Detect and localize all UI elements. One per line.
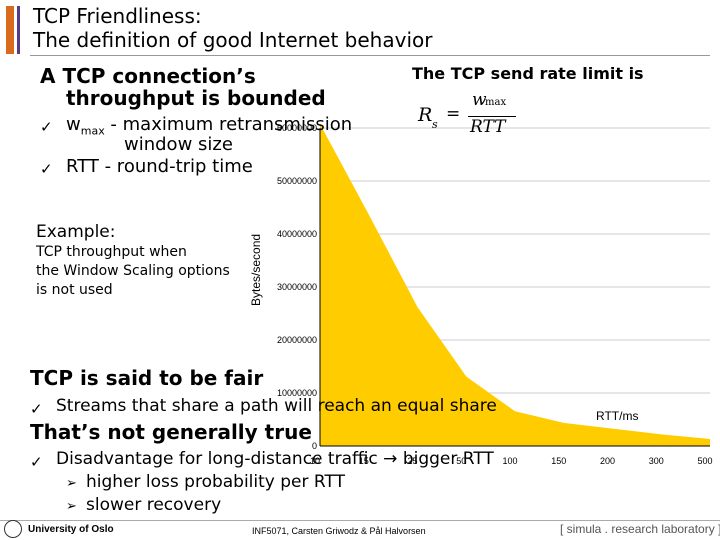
y-tick-label: 40000000 bbox=[277, 229, 317, 239]
wmax-sub: max bbox=[80, 124, 105, 138]
footer-course: INF5071, Carsten Griwodz & Pål Halvorsen bbox=[252, 526, 426, 536]
x-tick-label: 25 bbox=[407, 456, 417, 466]
formula-lhs: R bbox=[418, 104, 433, 126]
x-tick-label: 50 bbox=[456, 456, 466, 466]
y-tick-label: 60000000 bbox=[277, 123, 317, 133]
footer-lab: [ simula . research laboratory ] bbox=[560, 522, 720, 536]
sub-bullet-loss: higher loss probability per RTT bbox=[86, 472, 345, 492]
example-label: Example: bbox=[36, 222, 116, 242]
disadvantage-text: Disadvantage for long-distance traffic bbox=[56, 449, 378, 469]
throughput-area bbox=[320, 124, 710, 446]
bullet-wmax: wmax - maximum retransmission bbox=[66, 114, 352, 138]
formula-equals: = bbox=[446, 104, 461, 124]
y-tick-label: 0 bbox=[312, 441, 317, 451]
wmax-w: w bbox=[66, 114, 81, 135]
x-tick-label: 150 bbox=[551, 456, 566, 466]
x-tick-label: 300 bbox=[649, 456, 664, 466]
check-icon: ✓ bbox=[40, 160, 53, 178]
chart-y-label: Bytes/second bbox=[249, 234, 263, 306]
formula-fraction-bar bbox=[468, 116, 516, 117]
wmax-rest: - maximum retransmission bbox=[104, 114, 353, 135]
disadvantage-result: bigger RTT bbox=[402, 449, 494, 469]
rate-formula: R s = w max RTT bbox=[418, 90, 528, 140]
formula-numerator-sub: max bbox=[485, 97, 507, 108]
heading-bounded-line1: A TCP connection’s bbox=[40, 64, 256, 88]
check-icon: ✓ bbox=[30, 453, 43, 471]
formula-numerator: w bbox=[472, 90, 487, 110]
title-accent-bar-secondary bbox=[17, 6, 20, 54]
university-seal-icon bbox=[4, 520, 22, 538]
fair-heading: TCP is said to be fair bbox=[30, 366, 264, 390]
check-icon: ✓ bbox=[30, 400, 43, 418]
sub-bullet-recovery: slower recovery bbox=[86, 495, 222, 515]
chart-x-label: RTT/ms bbox=[596, 409, 638, 423]
example-line1: TCP throughput when bbox=[36, 244, 187, 260]
fair-bullet: Streams that share a path will reach an … bbox=[56, 396, 497, 416]
x-tick-label: 15 bbox=[359, 456, 369, 466]
not-true-heading: That’s not generally true bbox=[30, 420, 312, 444]
arrow-right-icon: → bbox=[383, 449, 398, 469]
chart-y-ticks: 0 10000000 20000000 30000000 40000000 5000000… bbox=[277, 123, 317, 451]
bullet-wmax-continuation: window size bbox=[124, 134, 233, 155]
footer-university: University of Oslo bbox=[28, 524, 114, 535]
slide-title-line1: TCP Friendliness: bbox=[33, 4, 202, 28]
title-accent-bar bbox=[6, 6, 14, 54]
y-tick-label: 50000000 bbox=[277, 176, 317, 186]
x-tick-label: 500 bbox=[697, 456, 712, 466]
throughput-chart: 0 10000000 20000000 30000000 40000000 5000000… bbox=[249, 123, 713, 466]
x-tick-label: 100 bbox=[502, 456, 517, 466]
y-tick-label: 10000000 bbox=[277, 388, 317, 398]
sub-bullet-icon: ➢ bbox=[66, 476, 77, 491]
title-divider bbox=[30, 55, 710, 56]
example-line2: the Window Scaling options bbox=[36, 263, 230, 279]
slide-title-line2: The definition of good Internet behavior bbox=[33, 28, 433, 52]
y-tick-label: 20000000 bbox=[277, 335, 317, 345]
heading-bounded-line2: throughput is bounded bbox=[66, 86, 326, 110]
chart-x-ticks: 10 15 25 50 100 150 200 300 500 bbox=[310, 456, 713, 466]
formula-denominator: RTT bbox=[470, 117, 506, 137]
bullet-rtt: RTT - round-trip time bbox=[66, 156, 253, 177]
y-tick-label: 30000000 bbox=[277, 282, 317, 292]
sub-bullet-icon: ➢ bbox=[66, 499, 77, 514]
rate-limit-text: The TCP send rate limit is bbox=[412, 64, 644, 83]
disadvantage-bullet: Disadvantage for long-distance traffic →… bbox=[56, 449, 494, 469]
example-line3: is not used bbox=[36, 282, 113, 298]
x-tick-label: 10 bbox=[310, 456, 320, 466]
formula-lhs-sub: s bbox=[432, 118, 438, 131]
footer-divider bbox=[0, 520, 720, 521]
check-icon: ✓ bbox=[40, 118, 53, 136]
x-tick-label: 200 bbox=[600, 456, 615, 466]
